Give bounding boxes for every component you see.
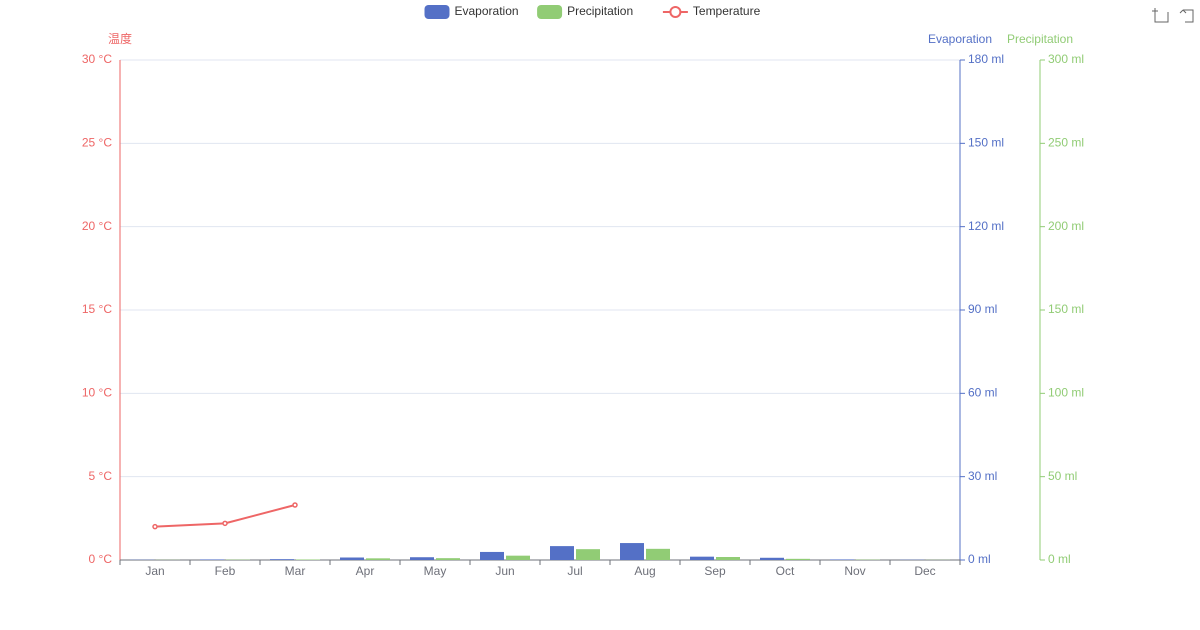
y-tick-label: 90 ml [968, 302, 997, 316]
y-tick-label: 0 ml [1048, 552, 1071, 566]
legend-label[interactable]: Temperature [693, 4, 761, 18]
legend-label[interactable]: Precipitation [567, 4, 633, 18]
x-tick-label: Apr [356, 564, 375, 578]
bar [480, 551, 504, 560]
point [222, 520, 228, 527]
y-tick-label: 200 ml [1048, 219, 1084, 233]
zoom-icon[interactable] [1152, 8, 1169, 23]
x-tick-label: Mar [285, 564, 306, 578]
bar [760, 557, 784, 560]
bar [506, 555, 530, 560]
y-tick-label: 30 °C [82, 52, 112, 66]
x-tick-label: Aug [634, 564, 655, 578]
y-tick-label: 250 ml [1048, 136, 1084, 150]
x-tick-label: Nov [844, 564, 865, 578]
y-tick-label: 150 ml [1048, 302, 1084, 316]
y-axis-title: Precipitation [1007, 32, 1073, 46]
x-tick-label: Oct [776, 564, 795, 578]
x-tick-label: Feb [215, 564, 236, 578]
y-tick-label: 50 ml [1048, 469, 1077, 483]
y-tick-label: 5 °C [89, 469, 113, 483]
y-tick-label: 180 ml [968, 52, 1004, 66]
bar [340, 557, 364, 560]
y-tick-label: 300 ml [1048, 52, 1084, 66]
legend-swatch [424, 5, 450, 19]
y-tick-label: 0 ml [968, 552, 991, 566]
x-tick-label: May [424, 564, 447, 578]
bar [296, 559, 320, 560]
y-axis-title: Evaporation [928, 32, 992, 46]
y-tick-label: 15 °C [82, 302, 112, 316]
y-axis-title: 温度 [108, 31, 132, 46]
y-tick-label: 10 °C [82, 386, 112, 400]
bar [270, 559, 294, 560]
bar [436, 558, 460, 560]
bar [410, 557, 434, 560]
legend-swatch [537, 5, 563, 19]
restore-icon[interactable] [1179, 9, 1194, 23]
x-tick-label: Jan [145, 564, 164, 578]
bar [200, 559, 224, 560]
y-tick-label: 20 °C [82, 219, 112, 233]
bar [690, 556, 714, 560]
y-tick-label: 120 ml [968, 219, 1004, 233]
bar [786, 558, 810, 560]
y-tick-label: 30 ml [968, 469, 997, 483]
legend-swatch [669, 6, 682, 18]
legend-label[interactable]: Evaporation [455, 4, 519, 18]
bar [716, 557, 740, 560]
point [292, 502, 298, 508]
x-tick-label: Jun [495, 564, 514, 578]
bar [576, 549, 600, 560]
x-tick-label: Sep [704, 564, 726, 578]
point [152, 523, 158, 530]
y-tick-label: 0 °C [89, 552, 113, 566]
y-tick-label: 60 ml [968, 386, 997, 400]
bar [646, 548, 670, 560]
bar [830, 559, 854, 560]
y-tick-label: 150 ml [968, 136, 1004, 150]
y-tick-label: 100 ml [1048, 386, 1084, 400]
bar [366, 558, 390, 560]
bar [550, 546, 574, 560]
x-tick-label: Dec [914, 564, 935, 578]
toolbox[interactable] [1152, 8, 1194, 23]
x-tick-label: Jul [567, 564, 582, 578]
bar [620, 543, 644, 560]
y-tick-label: 25 °C [82, 136, 112, 150]
